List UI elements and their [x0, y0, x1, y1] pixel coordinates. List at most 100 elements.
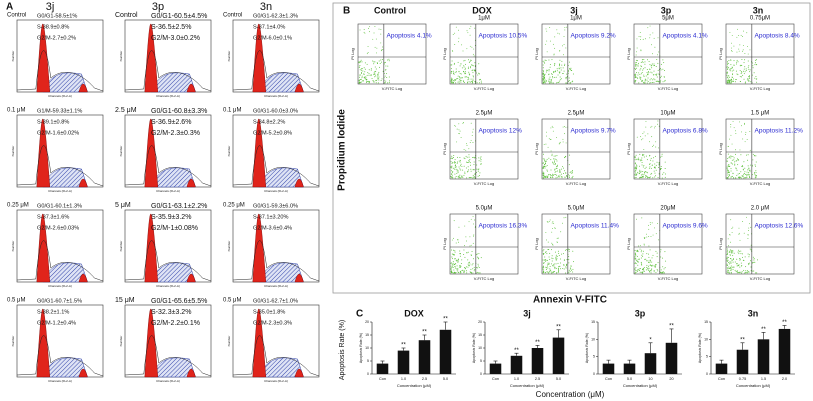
event-dot [731, 159, 733, 161]
event-dot [645, 175, 647, 177]
event-dot [731, 50, 733, 52]
event-dot [653, 144, 654, 146]
event-dot [566, 249, 568, 251]
event-dot [549, 268, 551, 270]
event-dot [664, 251, 666, 253]
phase-text: S-32.3±3.2% [151, 309, 191, 316]
event-dot [729, 263, 731, 265]
event-dot [749, 174, 751, 176]
event-dot [554, 268, 556, 270]
event-dot [359, 65, 361, 67]
event-dot [360, 61, 362, 63]
event-dot [474, 176, 476, 178]
event-dot [452, 267, 454, 269]
event-dot [472, 169, 474, 171]
event-dot [471, 82, 473, 84]
event-dot [730, 82, 732, 84]
event-dot [549, 270, 551, 272]
event-dot [468, 265, 470, 267]
chart-title: DOX [404, 308, 424, 318]
event-dot [652, 264, 654, 266]
event-dot [364, 32, 366, 34]
event-dot [728, 75, 730, 77]
event-dot [651, 125, 653, 127]
event-dot [372, 80, 374, 82]
g1-peak [252, 213, 267, 283]
event-dot [375, 80, 377, 82]
event-dot [571, 69, 573, 71]
event-dot [634, 69, 636, 71]
event-dot [732, 266, 734, 268]
event-dot [569, 61, 571, 63]
event-dot [451, 175, 453, 177]
event-dot [474, 173, 476, 175]
event-dot [545, 266, 547, 268]
event-dot [737, 28, 739, 30]
event-dot [382, 49, 384, 51]
event-dot [380, 50, 382, 52]
event-dot [731, 251, 733, 253]
event-dot [729, 266, 731, 268]
event-dot [544, 79, 546, 81]
event-dot [454, 44, 456, 45]
event-dot [739, 70, 741, 72]
event-dot [376, 76, 378, 78]
event-dot [657, 73, 659, 75]
event-dot [636, 165, 638, 167]
y-tick-label: 15 [478, 333, 482, 337]
event-dot [748, 264, 750, 266]
event-dot [360, 82, 362, 84]
event-dot [642, 154, 644, 156]
event-dot [467, 251, 469, 253]
event-dot [361, 68, 363, 70]
event-dot [746, 175, 748, 177]
event-dot [559, 176, 561, 178]
event-dot [734, 269, 736, 271]
event-dot [552, 264, 554, 266]
event-dot [728, 266, 730, 268]
event-dot [547, 271, 549, 273]
event-dot [736, 272, 738, 274]
event-dot [559, 174, 561, 176]
event-dot [455, 166, 457, 168]
event-dot [656, 80, 658, 82]
plot-axis-label: V-FITC Log [474, 276, 494, 281]
dose-label: 0.5 μM [7, 298, 25, 304]
event-dot [746, 139, 748, 141]
event-dot [451, 163, 453, 165]
event-dot [647, 176, 649, 178]
event-dot [641, 254, 643, 256]
event-dot [461, 175, 463, 177]
plot-frame [541, 23, 611, 85]
event-dot [755, 161, 757, 163]
event-dot [647, 176, 649, 178]
event-dot [463, 165, 465, 167]
event-dot [454, 78, 456, 80]
event-dot [749, 131, 751, 133]
significance: ** [669, 324, 674, 330]
event-dot [648, 167, 650, 169]
event-dot [545, 43, 547, 45]
event-dot [554, 267, 556, 269]
event-dot [553, 54, 555, 56]
event-dot [728, 174, 730, 176]
event-dot [565, 142, 567, 144]
event-dot [752, 67, 754, 69]
event-dot [727, 259, 729, 261]
event-dot [462, 269, 464, 271]
event-dot [649, 82, 651, 84]
event-dot [479, 272, 481, 274]
event-dot [457, 261, 459, 263]
phase-text: G0/G1-59.3±6.0% [253, 203, 298, 209]
event-dot [543, 61, 545, 63]
event-dot [455, 168, 457, 170]
phase-text: G2/M-2.3±0.3% [151, 130, 200, 137]
event-dot [465, 270, 467, 272]
event-dot [747, 60, 749, 62]
event-dot [570, 269, 572, 271]
event-dot [655, 175, 657, 177]
event-dot [568, 256, 570, 258]
event-dot [460, 79, 462, 81]
y-tick-label: 15 [704, 320, 708, 324]
